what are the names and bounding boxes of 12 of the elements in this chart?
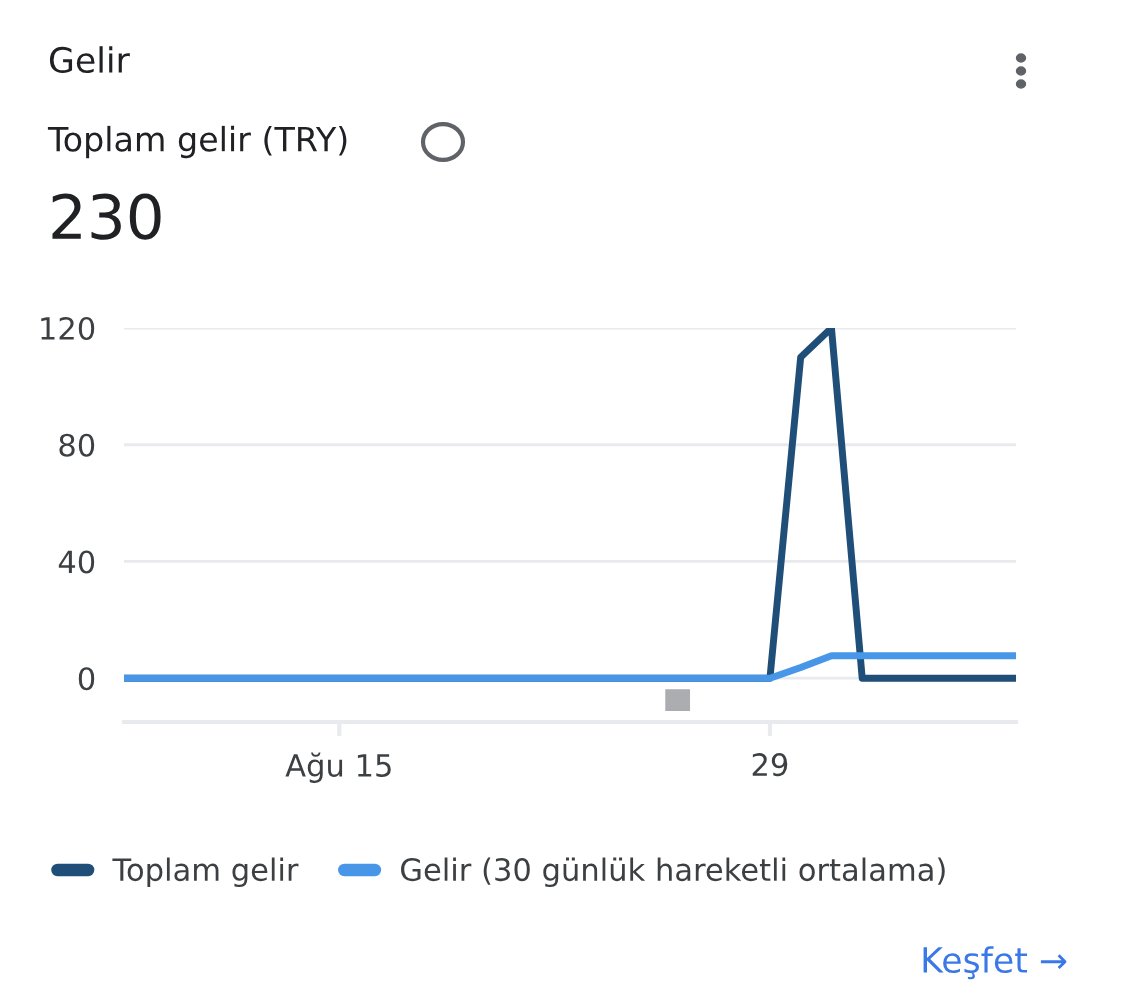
y-tick-label: 0 — [78, 667, 95, 691]
legend-label: Gelir (30 günlük hareketli ortalama) — [401, 857, 945, 888]
legend-label: Toplam gelir — [112, 857, 299, 888]
y-tick-label: 80 — [59, 433, 95, 457]
chart-title: Gelir — [49, 46, 130, 74]
chart-subtitle: Toplam gelir (TRY) — [47, 125, 347, 159]
x-tick-label: 29 — [752, 753, 788, 777]
text: Keşfet → — [923, 946, 1067, 980]
text: 230 — [52, 193, 161, 240]
y-tick-label: 120 — [41, 316, 95, 341]
x-tick-label: Ağu 15 — [285, 752, 391, 783]
y-tick-label: 40 — [58, 550, 95, 574]
